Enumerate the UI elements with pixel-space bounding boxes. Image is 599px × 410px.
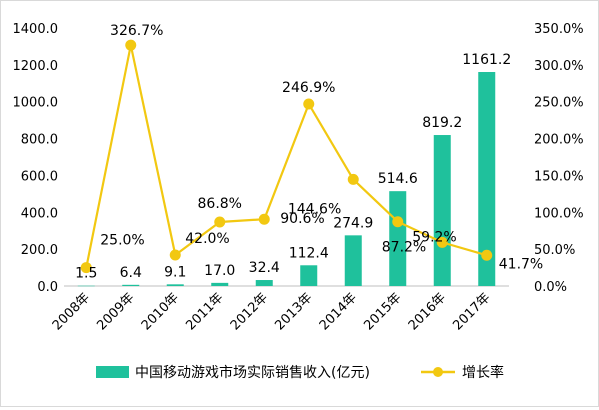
bar bbox=[478, 72, 496, 286]
growth-point bbox=[125, 39, 137, 51]
bar bbox=[433, 135, 451, 286]
growth-point bbox=[80, 262, 92, 274]
growth-line bbox=[85, 44, 488, 268]
growth-value-label: 41.7% bbox=[499, 256, 543, 272]
bar-value-label: 1.5 bbox=[75, 266, 97, 282]
bar-value-label: 32.4 bbox=[249, 260, 280, 276]
y-left-tick-label: 1000.0 bbox=[13, 96, 59, 111]
x-tick-label: 2013年 bbox=[272, 290, 315, 333]
x-tick-label: 2008年 bbox=[50, 290, 93, 333]
growth-point bbox=[436, 236, 448, 248]
bar bbox=[211, 282, 229, 286]
y-left-tick-label: 200.0 bbox=[21, 243, 58, 258]
bar-value-label: 112.4 bbox=[289, 245, 329, 261]
growth-point bbox=[169, 249, 181, 261]
growth-value-label: 86.8% bbox=[198, 196, 242, 212]
growth-point bbox=[481, 249, 493, 261]
bar-value-label: 514.6 bbox=[378, 171, 418, 187]
y-axis-right: 0.0% 50.0% 100.0% 150.0% 200.0% 250.0% 300.0% 3… bbox=[534, 22, 584, 295]
x-tick-label: 2015年 bbox=[361, 290, 404, 333]
growth-point bbox=[392, 216, 404, 228]
growth-value-label: 246.9% bbox=[282, 80, 335, 96]
bar-value-label: 6.4 bbox=[120, 265, 142, 281]
bar-series bbox=[77, 72, 496, 287]
bar bbox=[389, 191, 407, 286]
legend-label-line: 增长率 bbox=[462, 364, 504, 381]
legend: 中国移动游戏市场实际销售收入(亿元) 增长率 bbox=[96, 364, 504, 381]
y-right-tick-label: 150.0% bbox=[534, 169, 584, 184]
y-left-tick-label: 600.0 bbox=[21, 169, 58, 184]
legend-label-bar: 中国移动游戏市场实际销售收入(亿元) bbox=[135, 364, 370, 381]
legend-swatch-marker bbox=[433, 367, 443, 377]
y-right-tick-label: 50.0% bbox=[534, 243, 575, 258]
y-right-tick-label: 0.0% bbox=[534, 280, 567, 295]
growth-point bbox=[258, 213, 270, 225]
bar-value-label: 17.0 bbox=[204, 263, 235, 279]
x-tick-label: 2012年 bbox=[228, 290, 271, 333]
y-right-tick-label: 100.0% bbox=[534, 206, 584, 221]
growth-point bbox=[214, 216, 226, 228]
growth-value-label: 59.2% bbox=[412, 229, 456, 245]
y-left-tick-label: 1400.0 bbox=[13, 22, 59, 37]
x-tick-label: 2017年 bbox=[450, 290, 493, 333]
growth-value-label: 326.7% bbox=[110, 23, 163, 39]
bar-value-label: 9.1 bbox=[164, 264, 186, 280]
y-left-tick-label: 800.0 bbox=[21, 133, 58, 148]
bar bbox=[77, 285, 95, 287]
x-tick-label: 2014年 bbox=[317, 290, 360, 333]
bar bbox=[255, 280, 273, 286]
x-tick-label: 2011年 bbox=[183, 290, 226, 333]
x-axis-labels: 2008年 2009年 2010年 2011年 2012年 2013年 2014年 2015年… bbox=[50, 290, 494, 333]
growth-point bbox=[347, 173, 359, 185]
bar bbox=[300, 265, 318, 286]
growth-value-label: 42.0% bbox=[185, 231, 229, 247]
bar bbox=[166, 284, 184, 286]
y-right-tick-label: 300.0% bbox=[534, 59, 584, 74]
growth-value-label: 87.2% bbox=[382, 240, 426, 256]
x-tick-label: 2016年 bbox=[406, 290, 449, 333]
bar bbox=[122, 284, 140, 286]
y-left-tick-label: 1200.0 bbox=[13, 59, 59, 74]
bar-value-label: 1161.2 bbox=[462, 52, 511, 68]
y-left-tick-label: 400.0 bbox=[21, 206, 58, 221]
growth-value-label: 90.6% bbox=[280, 211, 324, 227]
growth-value-label: 25.0% bbox=[100, 233, 144, 249]
bar bbox=[344, 235, 362, 286]
line-data-labels: 25.0% 326.7% 42.0% 86.8% 90.6% 246.9% 144.6% 87… bbox=[100, 23, 543, 272]
y-right-tick-label: 350.0% bbox=[534, 22, 584, 37]
growth-point bbox=[303, 98, 315, 110]
bar-value-label: 819.2 bbox=[422, 115, 462, 131]
x-tick-label: 2010年 bbox=[139, 290, 182, 333]
y-axis-left: 0.0 200.0 400.0 600.0 800.0 1000.0 1200.0 1400.… bbox=[13, 22, 59, 295]
y-left-tick-label: 0.0 bbox=[37, 280, 58, 295]
y-right-tick-label: 200.0% bbox=[534, 133, 584, 148]
bar-value-label: 274.9 bbox=[333, 215, 373, 231]
x-tick-label: 2009年 bbox=[94, 290, 137, 333]
y-right-tick-label: 250.0% bbox=[534, 96, 584, 111]
growth-line-series bbox=[80, 39, 493, 274]
legend-swatch-bar bbox=[96, 366, 129, 378]
growth-value-label: 144.6% bbox=[288, 201, 341, 217]
